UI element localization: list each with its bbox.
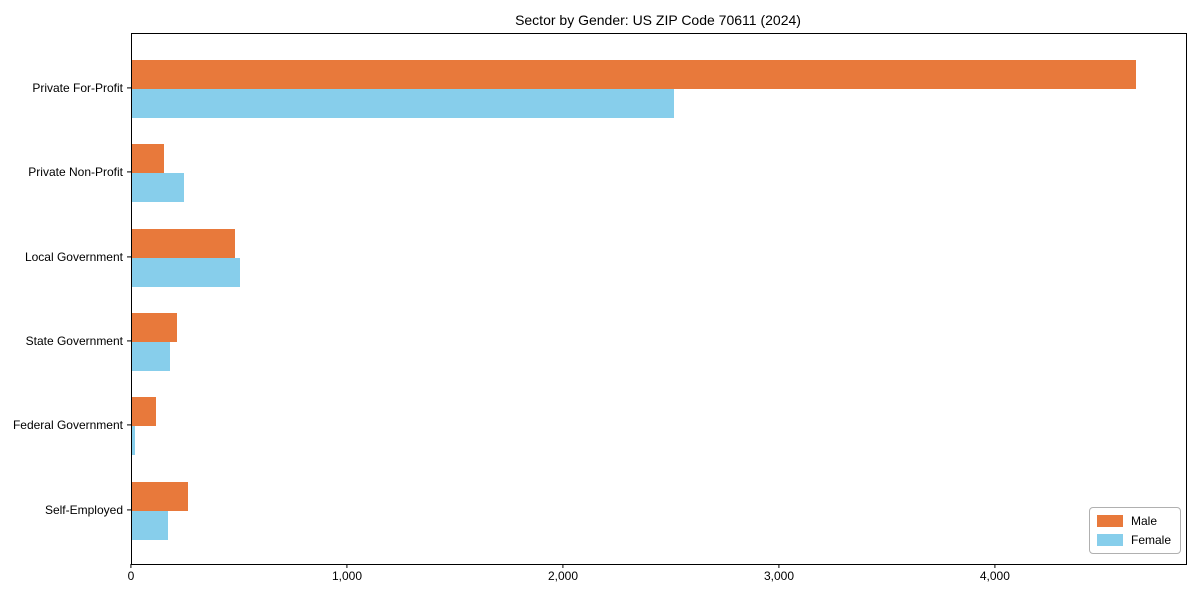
bar-male-state-government [132, 312, 178, 342]
y-tick-mark [127, 171, 131, 173]
y-tick-label-state-government: State Government [25, 333, 123, 348]
y-tick-label-local-government: Local Government [24, 249, 123, 264]
legend-swatch-male-icon [1096, 515, 1123, 527]
plot-area: Male Female [131, 33, 1187, 565]
y-tick-mark [127, 340, 131, 342]
x-tick-mark [994, 564, 996, 568]
legend-label-male: Male [1130, 514, 1157, 528]
bar-female-local-government [132, 257, 240, 287]
y-tick-mark [127, 87, 131, 89]
legend-item-female: Female [1096, 533, 1171, 547]
bar-male-private-non-profit [132, 144, 165, 174]
x-tick-label: 4,000 [979, 569, 1010, 583]
x-tick-mark [778, 564, 780, 568]
x-tick-mark [346, 564, 348, 568]
legend-swatch-female-icon [1096, 534, 1123, 546]
y-tick-label-private-for-profit: Private For-Profit [32, 81, 123, 95]
y-tick-label-self-employed: Self-Employed [44, 502, 123, 517]
bar-female-self-employed [132, 510, 168, 540]
bar-female-private-non-profit [132, 173, 184, 203]
x-tick-mark [562, 564, 564, 568]
x-tick-label: 1,000 [331, 569, 363, 583]
y-tick-label-federal-government: Federal Government [12, 418, 123, 433]
legend: Male Female [1088, 507, 1181, 554]
x-tick-label: 2,000 [547, 569, 579, 583]
bar-male-local-government [132, 228, 235, 258]
y-tick-label-private-non-profit: Private Non-Profit [28, 165, 123, 180]
bar-male-federal-government [132, 397, 156, 427]
legend-label-female: Female [1130, 533, 1171, 547]
x-tick-label: 0 [127, 569, 135, 583]
y-tick-mark [127, 424, 131, 426]
legend-item-male: Male [1096, 514, 1171, 528]
bar-male-self-employed [132, 481, 189, 511]
bar-female-federal-government [132, 426, 136, 456]
bar-female-private-for-profit [132, 89, 675, 118]
x-tick-label: 3,000 [763, 569, 795, 583]
x-tick-mark [130, 564, 132, 568]
bar-male-private-for-profit [132, 60, 1137, 89]
chart-title: Sector by Gender: US ZIP Code 70611 (202… [515, 12, 801, 28]
y-tick-mark [127, 508, 131, 511]
bar-female-state-government [132, 341, 170, 371]
y-tick-mark [127, 256, 131, 258]
